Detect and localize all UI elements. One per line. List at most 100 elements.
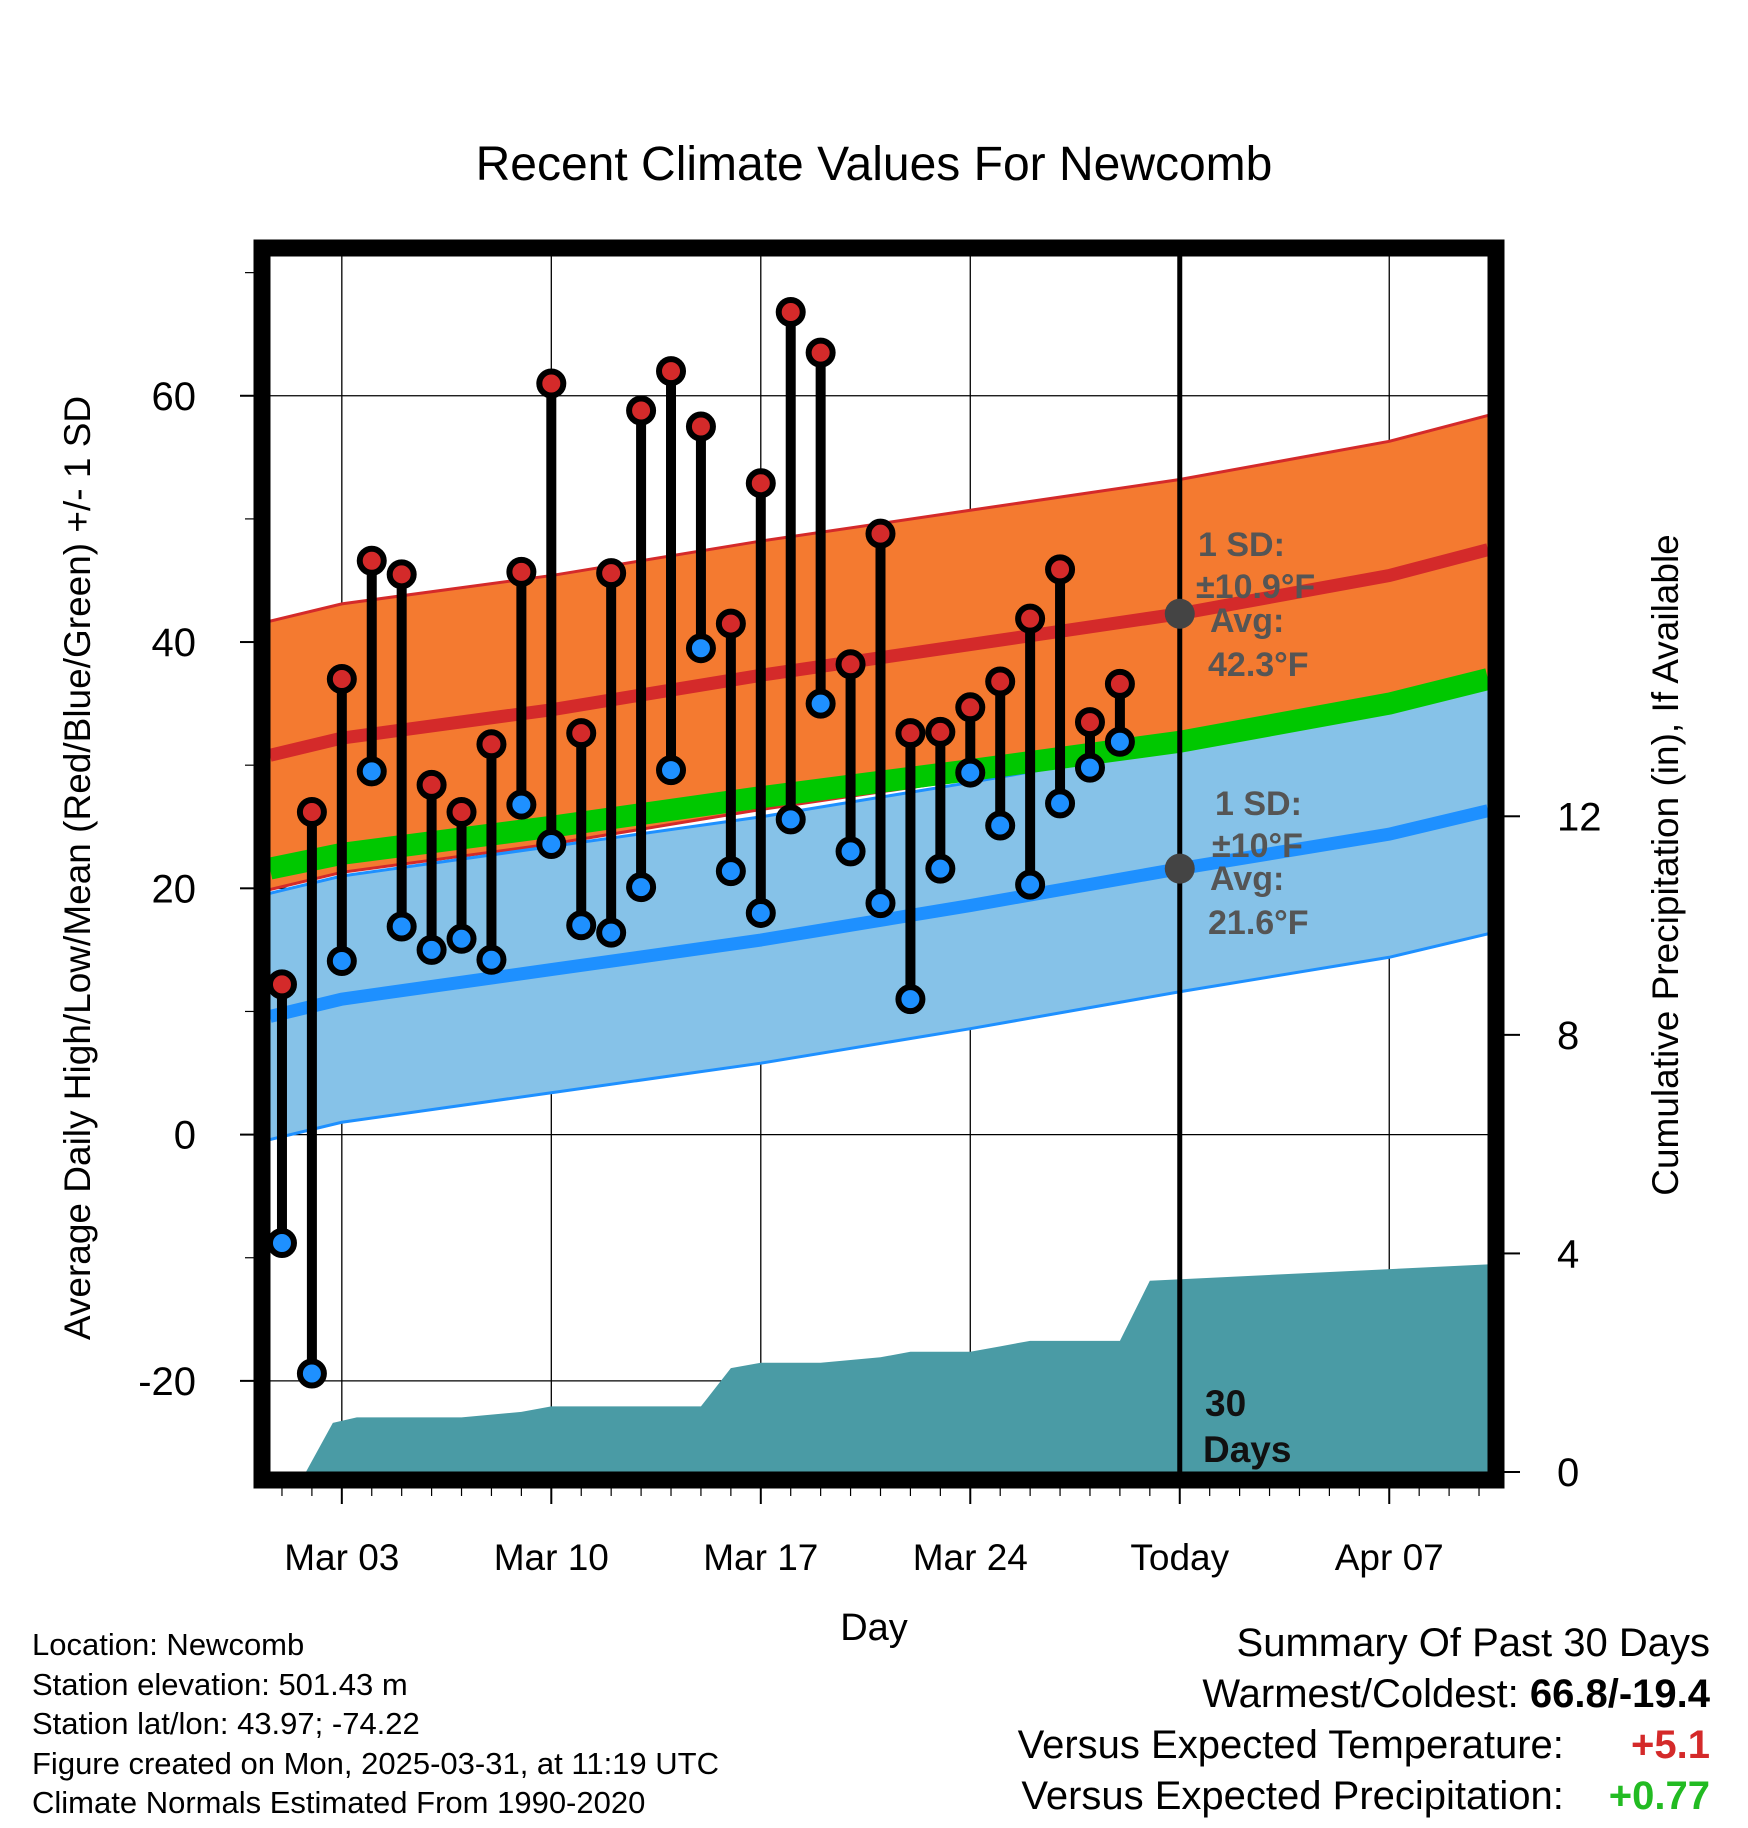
day-high-marker — [805, 337, 836, 368]
day-range — [356, 545, 387, 787]
day-high-marker — [1104, 668, 1135, 699]
day-range — [895, 718, 926, 1015]
day-high-marker — [356, 545, 387, 576]
elevation-text: Station elevation: 501.43 m — [32, 1666, 408, 1702]
mean-normal-line — [270, 668, 1488, 880]
day-high-marker — [985, 666, 1016, 697]
days-count: 30 — [1205, 1383, 1246, 1424]
low-band-lower-edge — [270, 932, 1488, 1141]
location-text: Location: Newcomb — [32, 1627, 305, 1662]
day-high-marker — [506, 556, 537, 587]
day-range — [386, 559, 417, 942]
y2-tick-label: 12 — [1557, 795, 1602, 839]
x-tick-label: Apr 07 — [1335, 1537, 1444, 1578]
y2-tick-label: 4 — [1557, 1232, 1579, 1276]
warmest-value: 66.8/-19.4 — [1529, 1672, 1710, 1716]
day-high-marker — [596, 558, 627, 589]
low-annotation: 1 SD: ±10°F Avg: 21.6°F — [1208, 785, 1309, 942]
day-high-marker — [626, 395, 657, 426]
precip-anomaly-value: +0.77 — [1608, 1774, 1710, 1818]
day-range — [626, 395, 657, 903]
day-range — [596, 558, 627, 948]
x-tick-label: Mar 10 — [494, 1537, 609, 1578]
day-high-marker — [715, 608, 746, 639]
day-high-marker — [895, 718, 926, 749]
x-tick-label: Mar 17 — [703, 1537, 818, 1578]
y-tick-label: 20 — [152, 867, 197, 911]
chart-title: Recent Climate Values For Newcomb — [476, 138, 1273, 191]
day-low-marker — [296, 1358, 327, 1389]
day-high-marker — [775, 297, 806, 328]
day-range — [685, 411, 716, 664]
day-low-marker — [745, 897, 776, 928]
day-range — [476, 729, 507, 975]
day-high-marker — [386, 559, 417, 590]
day-range — [955, 692, 986, 788]
temp-anomaly-row: Versus Expected Temperature: +5.1 — [1018, 1720, 1710, 1771]
day-low-marker — [356, 756, 387, 787]
day-range — [775, 297, 806, 835]
day-range — [296, 796, 327, 1389]
day-low-marker — [656, 755, 687, 786]
day-high-marker — [955, 692, 986, 723]
daily-range-bars — [270, 297, 1135, 1389]
created-text: Figure created on Mon, 2025-03-31, at 11… — [32, 1745, 719, 1781]
latlon-text: Station lat/lon: 43.97; -74.22 — [32, 1706, 420, 1741]
day-low-marker — [626, 872, 657, 903]
day-range — [1045, 554, 1076, 819]
day-low-marker — [506, 789, 537, 820]
day-low-marker — [326, 945, 357, 976]
y-tick-label: 0 — [174, 1114, 196, 1158]
day-high-marker — [865, 518, 896, 549]
y-axis-label: Average Daily High/Low/Mean (Red/Blue/Gr… — [57, 396, 98, 1340]
day-low-marker — [685, 633, 716, 664]
normals-text: Climate Normals Estimated From 1990-2020 — [32, 1785, 646, 1820]
day-low-marker — [386, 911, 417, 942]
day-range — [745, 468, 776, 928]
day-range — [506, 556, 537, 820]
day-low-marker — [1074, 752, 1105, 783]
high-sd-value: ±10.9°F — [1196, 568, 1315, 606]
high-annotation: 1 SD: ±10.9°F Avg: 42.3°F — [1196, 526, 1315, 684]
precip-area — [305, 1264, 1488, 1472]
day-low-marker — [1045, 788, 1076, 819]
day-low-marker — [835, 836, 866, 867]
warmest-label: Warmest/Coldest: — [1202, 1672, 1519, 1716]
day-low-marker — [536, 828, 567, 859]
day-high-marker — [656, 356, 687, 387]
day-low-marker — [1015, 869, 1046, 900]
precip-anomaly-row: Versus Expected Precipitation: +0.77 — [1018, 1771, 1710, 1822]
day-range — [326, 663, 357, 976]
plot-area — [270, 248, 1488, 1472]
day-low-marker — [416, 934, 447, 965]
day-low-marker — [805, 688, 836, 719]
day-low-marker — [955, 757, 986, 788]
day-high-marker — [416, 769, 447, 800]
day-range — [1015, 603, 1046, 900]
summary-panel: Summary Of Past 30 Days Warmest/Coldest:… — [1018, 1618, 1710, 1822]
day-low-marker — [775, 804, 806, 835]
temp-anomaly-value: +5.1 — [1631, 1723, 1710, 1767]
x-tick-label: Mar 03 — [284, 1537, 399, 1578]
low-sd-value: ±10°F — [1212, 827, 1303, 865]
x-axis-label: Day — [840, 1607, 908, 1649]
low-sd-label: 1 SD: — [1215, 785, 1302, 823]
high-avg-marker — [1164, 598, 1195, 629]
day-range — [536, 368, 567, 859]
days-label: 30 Days — [1203, 1383, 1291, 1470]
high-avg-value: 42.3°F — [1208, 646, 1309, 684]
day-range — [985, 666, 1016, 841]
y2-axis-label: Cumulative Precipitation (in), If Availa… — [1645, 534, 1686, 1196]
day-low-marker — [715, 856, 746, 887]
day-range — [446, 796, 477, 954]
day-range — [805, 337, 836, 719]
plot-frame — [253, 239, 1505, 1489]
temp-anomaly-label: Versus Expected Temperature: — [1017, 1723, 1564, 1767]
y-tick-label: 40 — [152, 621, 197, 665]
day-low-marker — [925, 853, 956, 884]
day-range — [1104, 668, 1135, 757]
day-high-marker — [925, 716, 956, 747]
day-high-marker — [270, 969, 297, 1000]
day-low-marker — [596, 917, 627, 948]
